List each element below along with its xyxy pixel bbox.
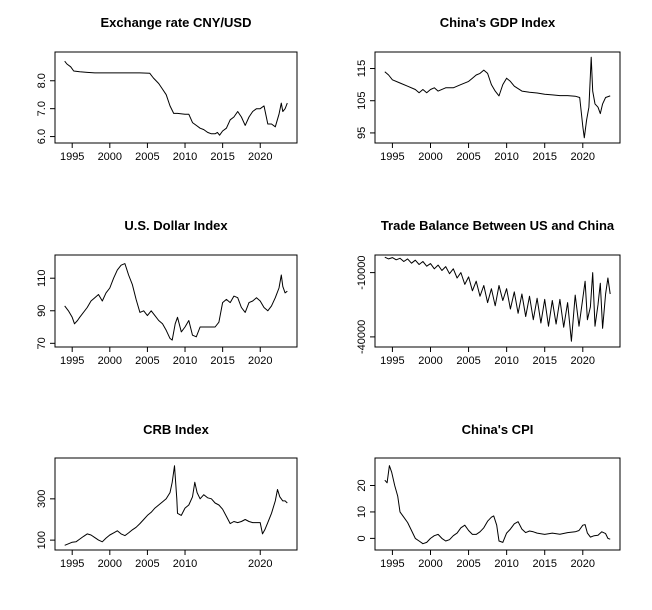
chart-title: Exchange rate CNY/USD <box>101 15 252 30</box>
y-tick-label: 6.0 <box>36 129 48 144</box>
x-tick-label: 2010 <box>494 151 518 163</box>
x-tick-label: 2000 <box>98 558 122 570</box>
series-line <box>384 56 611 139</box>
x-tick-label: 2020 <box>248 151 272 163</box>
x-tick-label: 2020 <box>248 558 272 570</box>
panel-3: U.S. Dollar Index 1995 2000 2005 2010 2015 202… <box>36 218 298 367</box>
plot-frame <box>374 457 621 551</box>
x-tick-label: 1995 <box>380 558 404 570</box>
x-tick-label: 2015 <box>210 151 234 163</box>
x-tick-label: 2015 <box>210 355 234 367</box>
panel-5: CRB Index 1995 2000 2005 2010 2020 100 300 <box>36 422 298 570</box>
x-tick-label: 2005 <box>456 151 480 163</box>
y-tick-label: -40000 <box>356 320 368 354</box>
x-tick-label: 2000 <box>418 355 442 367</box>
x-tick-label: 2010 <box>494 558 518 570</box>
y-tick-label: 300 <box>36 490 48 508</box>
series-line <box>64 60 288 136</box>
x-tick-label: 2010 <box>494 355 518 367</box>
x-tick-label: 2020 <box>571 151 595 163</box>
plot-frame <box>54 51 298 144</box>
panel-6: China's CPI 1995 2000 2005 2010 2015 2020 0 10 20 <box>356 422 621 570</box>
x-tick-label: 2005 <box>456 558 480 570</box>
x-tick-label: 2005 <box>135 558 159 570</box>
x-tick-label: 1995 <box>380 355 404 367</box>
x-tick-label: 2000 <box>98 355 122 367</box>
plot-frame <box>374 51 621 144</box>
chart-title: China's GDP Index <box>440 15 556 30</box>
plot-frame <box>54 457 298 551</box>
x-tick-label: 2010 <box>173 355 197 367</box>
panel-4: Trade Balance Between US and China 1995 20… <box>356 218 621 367</box>
x-tick-label: 2015 <box>532 151 556 163</box>
x-tick-label: 2005 <box>135 355 159 367</box>
x-tick-label: 1995 <box>380 151 404 163</box>
x-tick-label: 2000 <box>418 558 442 570</box>
panel-2: China's GDP Index 1995 2000 2005 2010 2015 202… <box>356 15 621 163</box>
series-line <box>64 465 288 546</box>
x-tick-label: 2015 <box>532 558 556 570</box>
series-line <box>64 263 288 341</box>
x-tick-label: 2020 <box>571 355 595 367</box>
y-tick-label: 10 <box>356 506 368 518</box>
plot-frame <box>374 254 621 348</box>
y-tick-label: 8.0 <box>36 73 48 88</box>
chart-title: U.S. Dollar Index <box>124 218 228 233</box>
y-tick-label: 115 <box>356 60 368 78</box>
y-tick-label: 0 <box>356 535 368 541</box>
x-tick-label: 2020 <box>571 558 595 570</box>
x-tick-label: 2015 <box>532 355 556 367</box>
x-tick-label: 2000 <box>98 151 122 163</box>
plot-frame <box>54 254 298 348</box>
panel-1: Exchange rate CNY/USD 1995 2000 2005 2010 201… <box>36 15 298 163</box>
x-tick-label: 2010 <box>173 558 197 570</box>
y-tick-label: 105 <box>356 92 368 110</box>
x-tick-label: 1995 <box>60 151 84 163</box>
series-line <box>384 465 611 545</box>
y-tick-label: -10000 <box>356 255 368 289</box>
x-tick-label: 1995 <box>60 558 84 570</box>
x-tick-label: 1995 <box>60 355 84 367</box>
series-line <box>384 256 611 342</box>
y-tick-label: 90 <box>36 305 48 317</box>
x-tick-label: 2010 <box>173 151 197 163</box>
y-tick-label: 70 <box>36 337 48 349</box>
y-tick-label: 95 <box>356 127 368 139</box>
y-tick-label: 110 <box>36 269 48 287</box>
x-tick-label: 2020 <box>248 355 272 367</box>
y-tick-label: 7.0 <box>36 101 48 116</box>
chart-title: Trade Balance Between US and China <box>381 218 615 233</box>
chart-title: China's CPI <box>462 422 534 437</box>
x-tick-label: 2005 <box>456 355 480 367</box>
chart-title: CRB Index <box>143 422 210 437</box>
y-tick-label: 20 <box>356 479 368 491</box>
x-tick-label: 2005 <box>135 151 159 163</box>
y-tick-label: 100 <box>36 531 48 549</box>
x-tick-label: 2000 <box>418 151 442 163</box>
